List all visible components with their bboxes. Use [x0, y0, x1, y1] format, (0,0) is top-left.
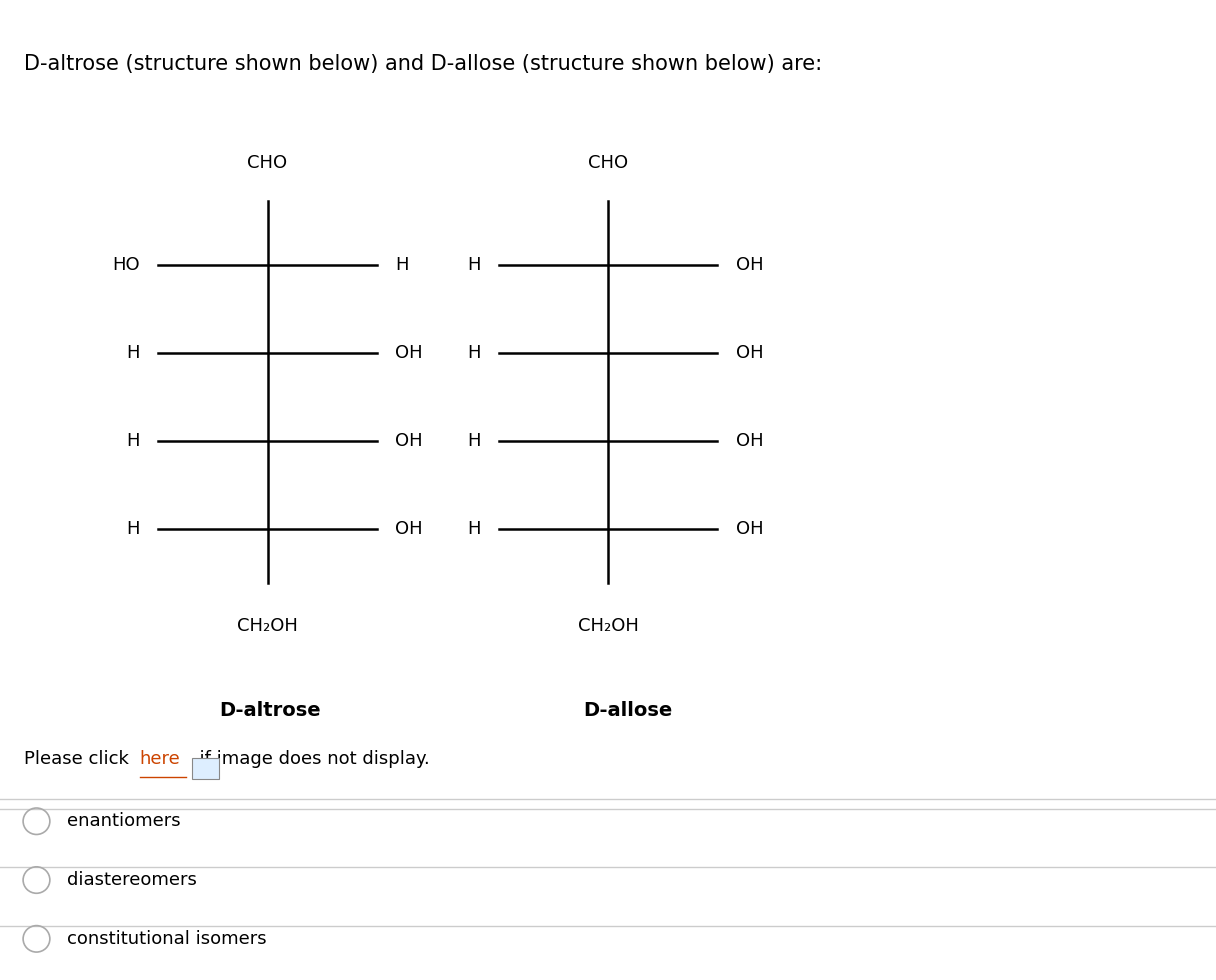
Text: constitutional isomers: constitutional isomers: [67, 930, 266, 948]
Text: H: H: [467, 432, 480, 450]
Text: HO: HO: [112, 256, 140, 273]
Text: H: H: [126, 344, 140, 362]
Text: H: H: [126, 432, 140, 450]
Text: OH: OH: [736, 520, 764, 538]
Text: OH: OH: [736, 256, 764, 273]
Text: H: H: [395, 256, 409, 273]
Text: OH: OH: [395, 432, 423, 450]
Text: H: H: [467, 344, 480, 362]
Text: diastereomers: diastereomers: [67, 871, 197, 889]
Text: D-altrose: D-altrose: [219, 701, 321, 719]
Text: D-allose: D-allose: [584, 701, 672, 719]
Text: OH: OH: [736, 432, 764, 450]
Text: OH: OH: [736, 344, 764, 362]
Text: CH₂OH: CH₂OH: [578, 617, 638, 635]
Text: here: here: [140, 750, 181, 767]
FancyBboxPatch shape: [192, 758, 219, 779]
Text: Please click: Please click: [24, 750, 135, 767]
Text: H: H: [467, 256, 480, 273]
Text: H: H: [126, 520, 140, 538]
Text: OH: OH: [395, 344, 423, 362]
Text: enantiomers: enantiomers: [67, 812, 180, 830]
Text: D-altrose (structure shown below) and D-allose (structure shown below) are:: D-altrose (structure shown below) and D-…: [24, 54, 822, 74]
Text: if image does not display.: if image does not display.: [188, 750, 430, 767]
Text: CH₂OH: CH₂OH: [237, 617, 298, 635]
Text: OH: OH: [395, 520, 423, 538]
Text: CHO: CHO: [248, 154, 287, 172]
Text: CHO: CHO: [589, 154, 627, 172]
Text: H: H: [467, 520, 480, 538]
